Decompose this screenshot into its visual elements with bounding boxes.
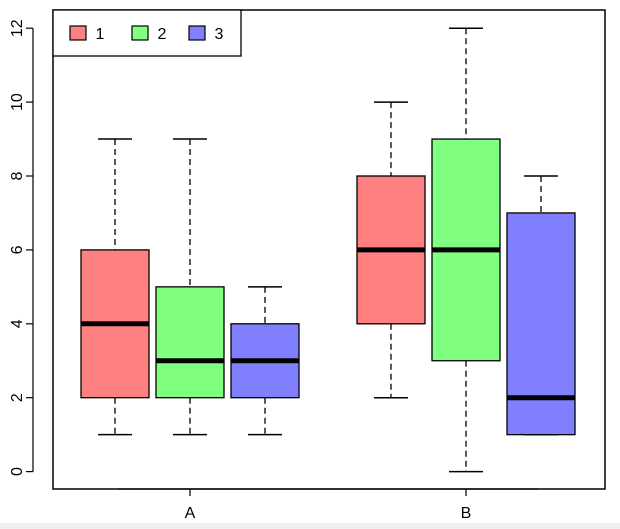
y-tick-label: 4 [9,319,26,328]
box-series-1-B [356,101,426,399]
y-axis: 0 2 4 6 8 10 12 [9,19,34,476]
box-series-2-A [155,138,225,436]
x-tick-label: A [185,505,196,522]
legend-label-3: 3 [215,26,224,43]
legend-swatch-2 [131,25,149,41]
box-iqr [506,212,576,436]
plot-frame [52,9,606,490]
box-layer [80,27,576,473]
legend-swatch-1 [69,25,87,41]
y-tick-label: 6 [9,245,26,254]
x-tick-label: B [461,505,472,522]
y-tick-label: 2 [9,393,26,402]
legend: 1 2 3 [52,9,242,57]
box-series-1-A [80,138,150,436]
y-tick-label: 12 [9,19,26,37]
legend-swatch-3 [188,25,206,41]
legend-label-2: 2 [158,26,167,43]
box-iqr [155,286,225,399]
box-series-2-B [431,27,501,473]
bottom-strip [0,523,620,529]
box-series-3-A [230,286,300,436]
legend-label-1: 1 [96,26,105,43]
y-tick-label: 8 [9,171,26,180]
y-tick-label: 10 [9,93,26,111]
y-tick-label: 0 [9,467,26,476]
box-series-3-B [506,175,576,436]
